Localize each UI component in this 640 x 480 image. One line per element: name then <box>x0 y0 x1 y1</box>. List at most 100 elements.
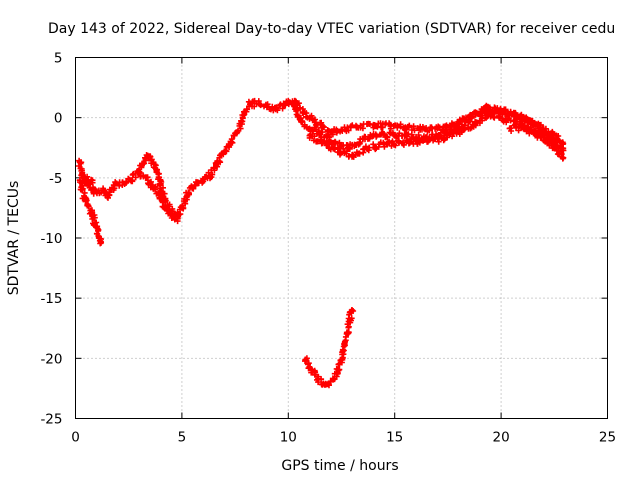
data-point <box>349 142 356 149</box>
data-point <box>327 129 334 136</box>
data-point <box>347 316 354 323</box>
y-tick-label: -15 <box>40 291 62 307</box>
data-point <box>142 174 149 181</box>
data-point <box>81 173 88 180</box>
x-tick-label: 10 <box>280 430 297 446</box>
data-point <box>104 194 111 201</box>
data-point <box>312 119 319 126</box>
series-late-segment <box>506 122 564 154</box>
data-point <box>308 367 315 374</box>
data-point <box>387 123 394 130</box>
data-point <box>168 212 175 219</box>
data-point <box>89 186 96 193</box>
data-point <box>302 356 309 363</box>
data-point <box>264 103 271 110</box>
data-point <box>498 108 505 115</box>
x-tick-label: 25 <box>599 430 616 446</box>
data-point <box>215 160 222 167</box>
data-point <box>553 133 560 140</box>
data-point <box>519 124 526 131</box>
data-point <box>336 149 343 156</box>
data-point <box>349 151 356 158</box>
data-point <box>76 159 83 166</box>
data-point <box>136 170 143 177</box>
data-point <box>395 139 402 146</box>
data-point <box>321 381 328 388</box>
data-point <box>93 189 100 196</box>
data-point <box>455 129 462 136</box>
y-tick-label: 0 <box>54 111 63 127</box>
data-point <box>298 118 305 125</box>
series-early-lower <box>76 177 105 247</box>
data-point <box>557 145 564 152</box>
data-point <box>285 97 292 104</box>
data-point <box>544 137 551 144</box>
y-tick-label: 5 <box>54 51 63 67</box>
x-tick-label: 20 <box>493 430 510 446</box>
data-point <box>306 125 313 132</box>
data-point <box>402 124 409 131</box>
data-point <box>334 370 341 377</box>
data-point <box>85 177 92 184</box>
data-point <box>234 129 241 136</box>
data-point <box>425 137 432 144</box>
data-point <box>89 179 96 186</box>
data-point <box>338 126 345 133</box>
data-point <box>338 143 345 150</box>
data-point <box>227 139 234 146</box>
series-early-upper <box>75 157 96 188</box>
data-point <box>434 125 441 132</box>
data-point <box>89 213 96 220</box>
data-point <box>119 179 126 186</box>
data-point <box>178 204 185 211</box>
chart-title: Day 143 of 2022, Sidereal Day-to-day VTE… <box>48 21 615 37</box>
data-point <box>381 131 388 138</box>
data-point <box>76 177 83 184</box>
data-point <box>100 186 107 193</box>
data-point <box>221 148 228 155</box>
data-point <box>525 118 532 125</box>
series-upper-band <box>291 97 567 148</box>
data-point <box>359 136 366 143</box>
data-point <box>451 121 458 128</box>
data-point <box>157 180 164 187</box>
data-point <box>127 177 134 184</box>
plot-frame <box>75 57 608 419</box>
series-isolated-arc <box>302 307 357 389</box>
data-point <box>146 153 153 160</box>
data-point <box>366 144 373 151</box>
data-point <box>93 224 100 231</box>
x-tick-label: 0 <box>71 430 80 446</box>
data-point <box>200 178 207 185</box>
data-point <box>246 101 253 108</box>
data-point <box>95 233 102 240</box>
data-point <box>281 101 288 108</box>
data-point <box>174 215 181 222</box>
data-point <box>315 375 322 382</box>
data-point <box>440 135 447 142</box>
data-point <box>472 120 479 127</box>
data-point <box>342 337 349 344</box>
data-point <box>149 182 156 189</box>
data-point <box>110 182 117 189</box>
data-point <box>559 141 566 148</box>
data-point <box>402 132 409 139</box>
y-tick-label: -5 <box>49 171 62 187</box>
data-point <box>161 203 168 210</box>
data-point <box>381 141 388 148</box>
data-point <box>512 113 519 120</box>
data-point <box>78 167 85 174</box>
data-point <box>412 138 419 145</box>
data-point <box>417 126 424 133</box>
y-tick-label: -25 <box>40 412 62 428</box>
data-point <box>317 130 324 137</box>
data-point <box>300 109 307 116</box>
data-point <box>338 356 345 363</box>
data-point <box>272 106 279 113</box>
data-point <box>532 130 539 137</box>
data-point <box>559 155 566 162</box>
data-point <box>255 100 262 107</box>
data-point <box>153 166 160 173</box>
x-tick-label: 15 <box>386 430 403 446</box>
